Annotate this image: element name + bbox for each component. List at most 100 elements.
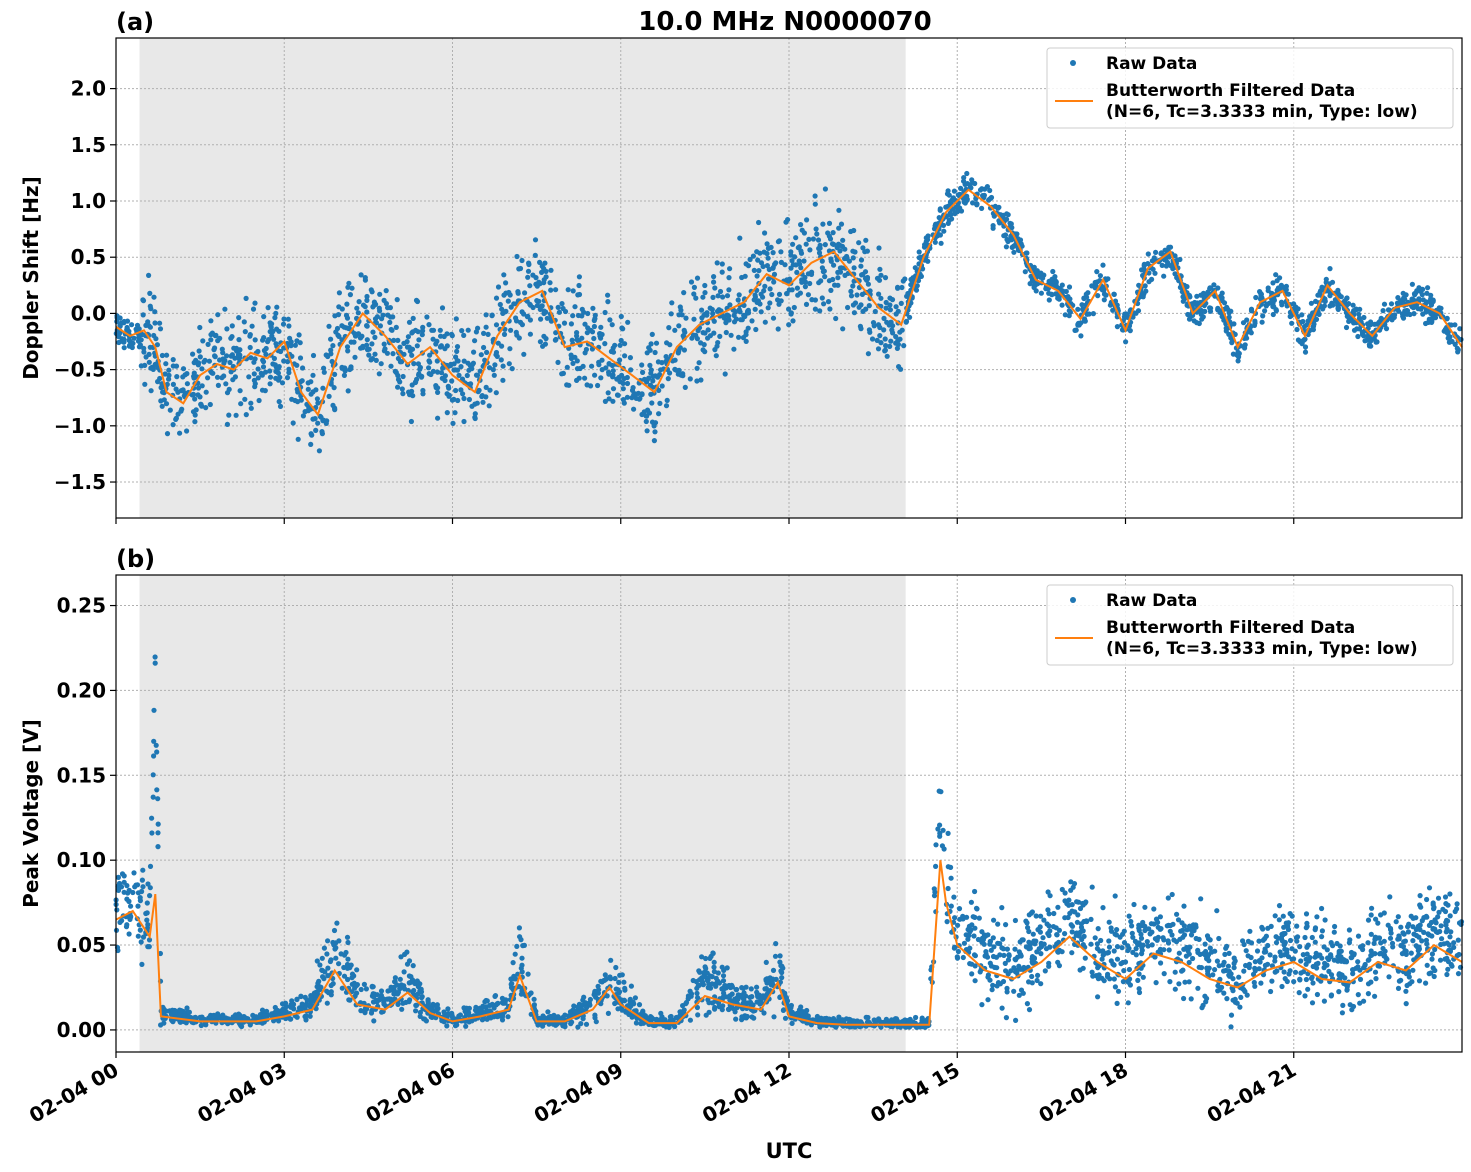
raw-point [1205,971,1211,977]
raw-point [717,333,723,339]
raw-point [743,338,749,344]
raw-point [354,990,360,996]
raw-point [417,366,423,372]
raw-point [388,326,394,333]
raw-point [822,274,828,280]
raw-point [1303,925,1309,931]
raw-point [1230,351,1236,357]
raw-point [420,328,426,334]
raw-point [329,358,335,365]
raw-point [1141,267,1147,273]
raw-point [345,284,351,290]
raw-point [446,393,452,399]
raw-point [700,347,706,353]
raw-point [561,320,568,326]
raw-point [401,969,407,975]
raw-point [457,1012,463,1018]
raw-point [762,283,768,289]
raw-point [902,276,908,282]
raw-point [1314,914,1320,920]
raw-point [863,306,869,312]
raw-point [124,896,130,902]
raw-point [484,349,490,355]
raw-point [739,317,745,323]
raw-point [499,306,505,312]
raw-point [981,193,987,199]
ytick-label: −1.0 [54,414,106,438]
raw-point [938,240,944,246]
raw-point [243,295,249,301]
raw-point [606,371,612,377]
raw-point [605,292,611,298]
raw-point [802,274,808,281]
raw-point [246,374,252,380]
raw-point [1111,962,1117,968]
raw-point [756,268,762,274]
raw-point [289,396,295,402]
raw-point [1248,306,1255,312]
raw-point [439,375,445,381]
raw-point [1026,912,1032,918]
raw-point [414,298,421,305]
raw-point [1259,319,1265,325]
raw-point [956,906,963,912]
raw-point [142,381,148,387]
raw-point [1211,282,1217,288]
raw-point [324,951,330,957]
raw-point [639,362,645,368]
raw-point [1063,288,1069,295]
raw-point [682,384,688,390]
raw-point [1195,947,1201,953]
raw-point [288,1016,294,1022]
raw-point [331,385,337,391]
raw-point [955,192,961,198]
raw-point [602,972,608,978]
raw-point [1451,944,1457,951]
raw-point [876,291,882,297]
raw-point [1081,295,1087,301]
raw-point [1181,903,1187,909]
raw-point [967,945,973,951]
raw-point [157,375,163,382]
raw-point [796,244,802,250]
panel-a-night-shade [139,38,906,518]
raw-point [505,298,511,304]
raw-point [346,325,352,331]
raw-point [696,968,702,974]
raw-point [1304,951,1310,957]
raw-point [1457,326,1463,332]
raw-point [712,347,718,353]
raw-point [552,337,559,343]
raw-point [1368,912,1374,918]
raw-point [450,420,456,426]
raw-point [1081,933,1087,940]
raw-point [770,967,777,974]
raw-point [798,248,804,254]
raw-point [1411,303,1417,309]
raw-point [1431,973,1437,980]
raw-point [570,313,576,319]
raw-point [837,248,843,254]
raw-point [705,327,711,333]
raw-point [1138,935,1145,941]
raw-point [1436,909,1442,915]
raw-point [820,221,826,227]
raw-point [382,346,388,352]
raw-point [935,826,941,832]
raw-point [516,335,522,341]
raw-point [1146,279,1152,285]
raw-point [775,326,781,332]
raw-point [1378,912,1384,918]
raw-point [1001,952,1007,959]
raw-point [826,220,833,226]
raw-point [1253,294,1259,301]
raw-point [1340,1002,1346,1009]
raw-point [1444,926,1450,932]
raw-point [894,345,901,351]
raw-point [1198,896,1204,902]
raw-point [979,205,985,211]
raw-point [180,387,186,393]
raw-point [1445,966,1451,972]
raw-point [483,324,489,330]
raw-point [197,354,203,360]
